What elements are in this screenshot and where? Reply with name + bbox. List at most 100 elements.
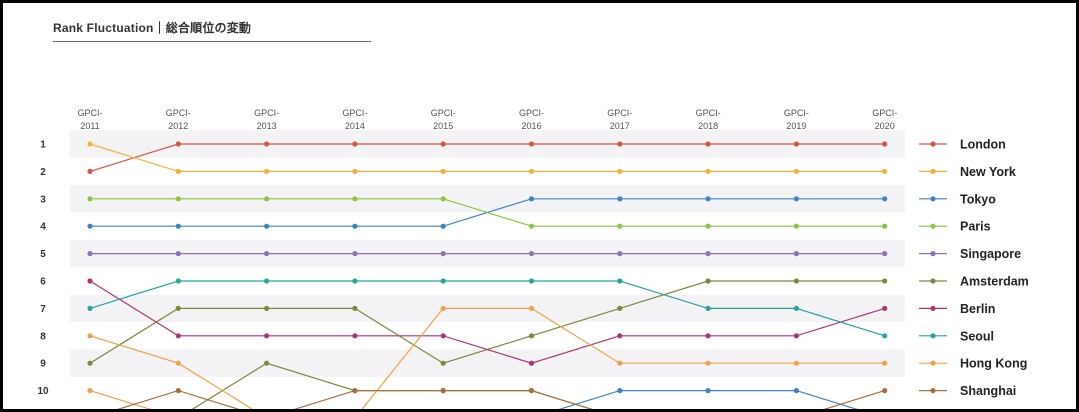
legend-label: London [960,138,1006,152]
y-tick-label: 4 [40,222,46,233]
series-singapore-point [528,251,535,257]
legend-item: New York [919,165,1016,179]
series-hong-kong-point [882,360,888,366]
series-amsterdam-point [705,278,711,284]
series-amsterdam-point [264,305,270,311]
legend-label: Tokyo [960,192,996,206]
x-tick-label: GPCI-2012 [166,108,191,131]
legend-label: Shanghai [960,384,1016,398]
y-tick-label: 1 [40,140,46,151]
series-singapore-point [352,251,358,257]
series-tokyo-point [705,196,711,202]
legend-swatch-point [930,141,936,147]
series-seoul [87,278,888,339]
legend-swatch-point [930,305,936,311]
y-tick-label: 7 [40,304,46,315]
series-london-point [705,141,711,147]
series-amsterdam-point [528,333,535,339]
x-tick-label: GPCI-2016 [519,108,544,131]
series-new-york-point [440,168,446,174]
series-shanghai [116,388,888,409]
y-tick-label: 3 [40,194,46,205]
series-amsterdam-point [175,305,181,311]
chart-title: Rank Fluctuation｜総合順位の変動 [53,21,252,35]
series-amsterdam-point [882,278,888,284]
y-tick-label: 10 [37,386,49,397]
series-shanghai-point [352,388,358,394]
series-new-york-point [352,168,358,174]
series-seoul-point [528,278,535,284]
legend-item: Shanghai [919,384,1016,398]
continuation-series-point [617,388,623,394]
legend-swatch-point [930,278,936,284]
series-berlin-point [882,305,888,311]
x-tick-label: GPCI-2018 [696,108,721,131]
series-london-point [264,141,270,147]
series-singapore-point [705,251,711,257]
series-berlin-point [264,333,270,339]
series-tokyo-point [175,223,181,229]
series-singapore-point [175,251,181,257]
legend-label: Seoul [960,329,994,343]
legend-item: Tokyo [919,192,996,206]
series-new-york-point [528,168,535,174]
legend-label: Amsterdam [960,275,1029,289]
series-london-point [175,141,181,147]
series-london [87,141,888,174]
series-hong-kong-point [528,305,535,311]
series-shanghai-point [440,388,446,394]
series-new-york-line [89,143,885,172]
series-amsterdam-point [440,360,446,366]
series-tokyo-point [617,196,623,202]
series-singapore-point [440,251,446,257]
series-paris-point [617,223,623,229]
series-berlin-line [89,280,885,364]
series-tokyo-point [440,223,446,229]
series-berlin-point [793,333,800,339]
series-new-york-point [87,141,93,147]
series-berlin [87,278,888,366]
x-tick-label: GPCI-2019 [784,108,809,131]
series-tokyo-point [528,196,535,202]
continuation-series-point [264,360,270,366]
series-new-york-point [264,168,270,174]
y-tick-label: 8 [40,331,46,342]
series-berlin-point [528,360,535,366]
legend-swatch-point [930,360,936,366]
series-berlin-point [352,333,358,339]
series-london-point [882,141,888,147]
series-shanghai-line [116,389,885,409]
series-amsterdam-point [617,305,623,311]
legend-swatch-point [930,223,936,229]
series-new-york-point [705,168,711,174]
series-berlin-point [440,333,446,339]
legend-item: Berlin [919,302,995,316]
series-paris-point [440,196,446,202]
series-amsterdam-point [87,360,93,366]
y-tick-label: 9 [40,359,46,370]
legend-item: London [919,138,1006,152]
legend-swatch-point [930,388,936,394]
series-tokyo-point [793,196,800,202]
legend-item: Hong Kong [919,357,1027,371]
x-tick-label: GPCI-2017 [607,108,632,131]
series-paris-point [528,223,535,229]
series-new-york-point [882,168,888,174]
series-london-point [87,168,93,174]
legend-label: Berlin [960,302,995,316]
series-hong-kong [87,305,888,409]
series-london-point [617,141,623,147]
series-singapore [87,251,888,257]
title-underline [53,41,371,42]
series-london-point [528,141,535,147]
series-amsterdam-point [352,305,358,311]
series-seoul-point [793,305,800,311]
series-hong-kong-point [617,360,623,366]
series-seoul-point [352,278,358,284]
series-seoul-point [87,305,93,311]
series-singapore-point [882,251,888,257]
legend-item: Seoul [919,329,994,343]
series-paris-point [352,196,358,202]
series-singapore-point [264,251,270,257]
x-tick-label: GPCI-2015 [431,108,456,131]
